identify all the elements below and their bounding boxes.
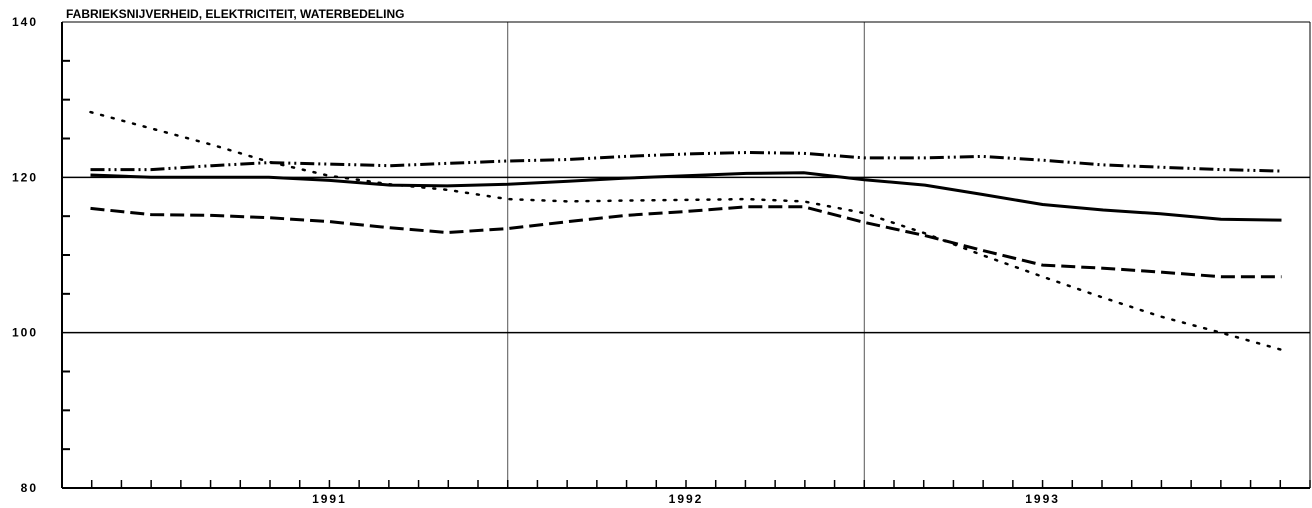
y-tick-label: 120 [12, 170, 38, 184]
y-axis-ticks: 80 100 120 140 [12, 15, 70, 495]
grid-layer [507, 22, 865, 488]
series-line-dotted [89, 110, 1283, 352]
series-line-dash-dot-dot [90, 151, 1282, 173]
axis-layer [61, 21, 1311, 489]
series-line-solid [90, 171, 1282, 222]
series-line-dashed [90, 205, 1282, 279]
x-axis-ticks: 1991 1992 1993 [61, 480, 1311, 506]
x-tick-label: 1992 [669, 492, 704, 506]
y-tick-label: 100 [12, 326, 38, 340]
x-tick-label: 1993 [1025, 492, 1060, 506]
y-tick-label: 80 [21, 481, 38, 495]
y-tick-label: 140 [12, 15, 38, 29]
x-tick-label: 1991 [312, 492, 347, 506]
series-layer [89, 110, 1283, 352]
chart-title: FABRIEKSNIJVERHEID, ELEKTRICITEIT, WATER… [66, 7, 404, 21]
